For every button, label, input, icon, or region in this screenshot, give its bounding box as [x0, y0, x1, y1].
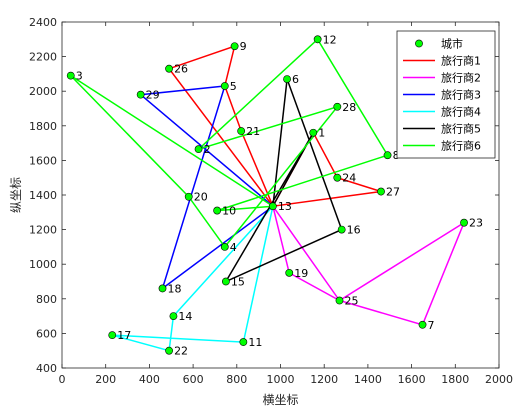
- y-tick-label-1200: 1200: [29, 224, 57, 237]
- city-marker-16: [337, 225, 346, 234]
- city-marker-28: [333, 102, 342, 111]
- y-axis-label: 纵坐标: [9, 177, 23, 213]
- legend-label-1: 旅行商1: [441, 54, 481, 68]
- city-marker-8: [383, 151, 392, 160]
- route-line-6: [70, 38, 389, 249]
- city-marker-23: [460, 218, 468, 227]
- y-axis: 400 600 800 1000 1200 1400 1600 1800 2000 2200 240…: [29, 16, 499, 375]
- city-marker-7: [418, 320, 427, 329]
- city-marker-3: [66, 71, 75, 80]
- y-tick-label-1000: 1000: [29, 258, 57, 271]
- city-marker-26: [165, 64, 173, 73]
- city-marker-6: [283, 75, 291, 83]
- y-tick-label-800: 800: [36, 293, 57, 306]
- legend-label-0: 城市: [441, 37, 463, 51]
- city-marker-2: [194, 145, 203, 154]
- y-tick-label-1600: 1600: [29, 154, 57, 167]
- city-label-21: 21: [246, 125, 260, 138]
- city-label-22: 22: [174, 345, 188, 358]
- y-tick-label-600: 600: [36, 327, 57, 340]
- city-label-11: 11: [248, 336, 262, 349]
- route-line-4: [112, 205, 274, 352]
- city-marker-12: [313, 35, 322, 44]
- city-label-23: 23: [469, 217, 483, 230]
- city-marker-14: [169, 312, 178, 320]
- legend-label-4: 旅行商4: [441, 105, 481, 119]
- legend-label-2: 旅行商2: [441, 71, 481, 85]
- y-tick-label-1800: 1800: [29, 120, 57, 133]
- legend-label-6: 旅行商6: [441, 139, 481, 153]
- x-tick-label-1200: 1200: [310, 373, 338, 386]
- city-marker-9: [230, 42, 239, 51]
- city-label-20: 20: [194, 191, 208, 204]
- city-marker-25: [335, 296, 344, 305]
- city-marker-13: [268, 202, 277, 211]
- city-label-17: 17: [117, 329, 131, 342]
- city-label-3: 3: [76, 70, 83, 83]
- city-marker-27: [377, 187, 385, 196]
- city-label-7: 7: [428, 319, 435, 332]
- x-axis: 0 200 400 600 800 1000 1200 1400 1600 1800 2000: [59, 22, 513, 386]
- x-tick-label-600: 600: [183, 373, 204, 386]
- city-label-15: 15: [231, 276, 245, 289]
- city-label-26: 26: [174, 63, 188, 76]
- y-tick-label-2000: 2000: [29, 85, 57, 98]
- city-markers: [66, 35, 468, 355]
- city-label-18: 18: [168, 282, 182, 295]
- city-marker-24: [333, 173, 342, 182]
- y-tick-label-2200: 2200: [29, 51, 57, 64]
- city-label-6: 6: [292, 73, 299, 86]
- city-marker-15: [221, 277, 230, 286]
- y-tick-label-1400: 1400: [29, 189, 57, 202]
- city-label-14: 14: [178, 310, 192, 323]
- x-tick-label-1800: 1800: [441, 373, 469, 386]
- city-marker-19: [285, 268, 294, 277]
- y-tick-label-400: 400: [36, 362, 57, 375]
- city-label-24: 24: [342, 172, 356, 185]
- city-label-27: 27: [386, 186, 400, 199]
- x-tick-label-1000: 1000: [267, 373, 295, 386]
- x-axis-label: 横坐标: [262, 393, 298, 407]
- city-marker-1: [309, 128, 318, 137]
- city-label-13: 13: [278, 200, 292, 213]
- legend-label-3: 旅行商3: [441, 88, 481, 102]
- city-label-1: 1: [318, 127, 325, 140]
- x-tick-label-2000: 2000: [485, 373, 513, 386]
- city-label-25: 25: [344, 295, 358, 308]
- y-tick-label-2400: 2400: [29, 16, 57, 29]
- x-tick-label-1400: 1400: [354, 373, 382, 386]
- city-marker-29: [136, 90, 145, 99]
- city-marker-18: [158, 284, 167, 293]
- x-tick-label-800: 800: [226, 373, 247, 386]
- city-label-28: 28: [342, 101, 356, 114]
- city-marker-22: [165, 346, 173, 355]
- city-marker-5: [220, 82, 229, 90]
- city-label-5: 5: [230, 80, 237, 93]
- city-labels: 1234567891011121314151617181920212223242…: [76, 33, 483, 357]
- city-label-10: 10: [222, 205, 236, 218]
- city-marker-17: [108, 331, 117, 340]
- x-tick-label-1600: 1600: [398, 373, 426, 386]
- city-label-16: 16: [347, 224, 361, 237]
- city-marker-4: [220, 242, 229, 251]
- city-label-12: 12: [323, 33, 337, 46]
- x-tick-label-400: 400: [139, 373, 160, 386]
- city-label-29: 29: [146, 89, 160, 102]
- city-label-9: 9: [240, 40, 247, 53]
- city-label-4: 4: [230, 241, 237, 254]
- city-label-2: 2: [204, 143, 211, 156]
- x-tick-label-0: 0: [59, 373, 66, 386]
- legend-label-5: 旅行商5: [441, 122, 481, 136]
- x-tick-label-200: 200: [95, 373, 116, 386]
- city-label-8: 8: [393, 149, 400, 162]
- legend-marker-cities: [415, 39, 423, 48]
- city-marker-10: [213, 206, 222, 215]
- city-label-19: 19: [294, 267, 308, 280]
- city-marker-20: [184, 192, 193, 201]
- city-marker-21: [237, 127, 246, 135]
- city-marker-11: [239, 338, 248, 346]
- route-line-1: [167, 45, 382, 208]
